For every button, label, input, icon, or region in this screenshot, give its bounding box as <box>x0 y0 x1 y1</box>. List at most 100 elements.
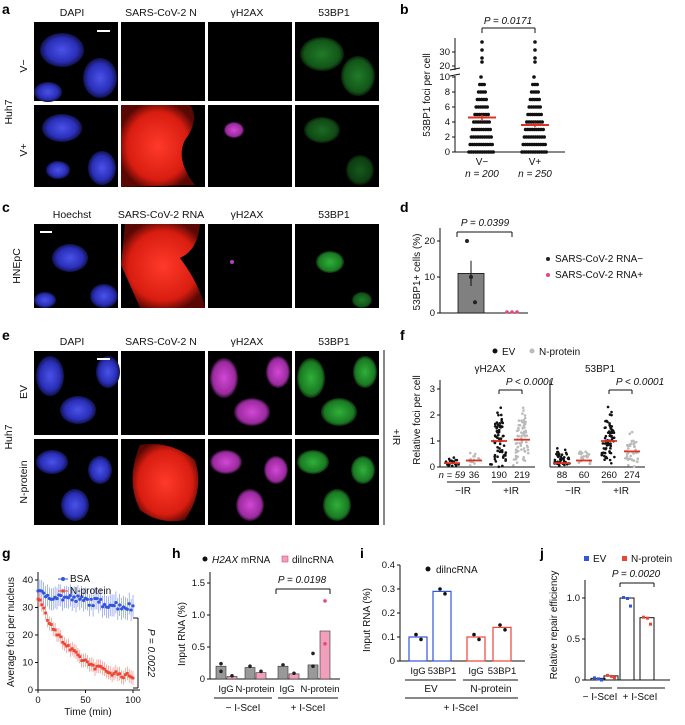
f-dot <box>514 457 518 461</box>
i-point-b-0 <box>419 637 423 642</box>
b-n-vplus: n = 250 <box>518 169 552 180</box>
f-dot <box>526 445 529 449</box>
f-dot <box>586 452 589 455</box>
f-dot <box>558 460 562 463</box>
f-dot <box>630 430 634 434</box>
f-title-h2ax: γH2AX <box>474 364 505 375</box>
g-point-np <box>82 659 85 662</box>
panel-letter-h: h <box>172 545 181 561</box>
g-point-bsa <box>125 607 129 611</box>
g-point-np <box>63 642 66 646</box>
b-dot <box>541 127 545 132</box>
b-dot <box>483 90 488 94</box>
f-left-ticklabel-1: 1 <box>430 436 435 447</box>
f-dot <box>562 457 565 461</box>
f-dot <box>496 445 499 449</box>
b-ticklabel-2: 4 <box>445 117 450 128</box>
c-cell-line: HNEpC <box>11 248 23 284</box>
f-dot <box>580 456 584 460</box>
f-dot <box>600 453 604 457</box>
f-dot <box>601 442 605 445</box>
h-point-0 <box>219 661 223 666</box>
f-dot <box>522 457 525 461</box>
j-legend-np: N-protein <box>631 554 672 565</box>
f-dot <box>609 447 612 450</box>
d-pvalue: P = 0.0399 <box>461 218 510 229</box>
b-dot <box>480 60 484 64</box>
g-point-np <box>72 649 76 652</box>
i-point-b-2 <box>477 637 481 642</box>
f-n-53bp1-0: 88 <box>557 470 568 481</box>
a-header-n: SARS-CoV-2 N <box>125 7 197 19</box>
f-dot <box>515 461 519 464</box>
j-ticklabel-2: 1.0 <box>567 593 580 604</box>
b-dot <box>533 48 537 52</box>
e-cell-line: Huh7 <box>3 424 15 449</box>
b-ticklabel-6: 20 <box>439 61 450 72</box>
f-dot <box>603 451 607 455</box>
f-dot <box>493 441 497 445</box>
i-bar-3 <box>492 626 512 662</box>
h-point-7 <box>311 651 315 656</box>
g-point-bsa <box>99 597 103 601</box>
f-dot <box>604 434 608 438</box>
j-point-b-3 <box>646 616 649 620</box>
b-dot <box>486 112 491 117</box>
g-point-np <box>120 675 123 679</box>
g-point-np <box>84 658 87 662</box>
f-n-h2ax-0: n = 59 <box>439 470 466 481</box>
b-dot <box>544 150 548 154</box>
i-bar-1 <box>432 590 452 662</box>
i-legend: dilncRNA <box>436 565 478 576</box>
i-point-1 <box>438 587 442 591</box>
g-point-np <box>91 663 95 667</box>
g-point-np <box>44 611 47 615</box>
g-point-np <box>67 644 70 647</box>
b-dot <box>480 56 484 60</box>
g-point-bsa <box>118 603 122 607</box>
h-ticklabel-1: 0.5 <box>192 642 205 653</box>
d-ticklabel-2: 20 <box>424 236 435 247</box>
f-dot <box>623 456 627 460</box>
i-bottom: + I-SceI <box>444 703 479 714</box>
g-point-np <box>106 671 110 674</box>
g-point-np <box>42 606 46 610</box>
f-dot <box>473 452 477 456</box>
f-dot <box>523 434 527 438</box>
f-dot <box>557 464 561 467</box>
e-header-dapi: DAPI <box>60 336 85 348</box>
i-bar-2 <box>466 636 486 662</box>
g-point-bsa <box>87 603 91 607</box>
f-dot <box>632 445 636 449</box>
j-point-2 <box>622 596 625 599</box>
i-point-0 <box>414 632 418 637</box>
g-point-bsa <box>82 598 86 603</box>
f-dot <box>496 455 499 459</box>
g-legend-np: N-protein <box>70 586 111 597</box>
j-group-minus: − I-SceI <box>583 692 618 703</box>
a-header-h2ax: γH2AX <box>231 7 264 19</box>
f-dot <box>525 440 528 444</box>
f-dot <box>628 432 632 436</box>
g-point-np <box>124 673 127 677</box>
g-ticklabel-2: 20 <box>22 630 33 641</box>
g-point-np <box>46 619 49 622</box>
f-dot <box>524 420 527 424</box>
f-dot <box>447 464 450 467</box>
g-point-bsa <box>78 597 82 601</box>
b-dot <box>490 142 495 147</box>
i-x-53bp1-2: 53BP1 <box>488 666 517 677</box>
h-point-3 <box>248 664 252 668</box>
f-dot <box>608 422 611 425</box>
j-point-0 <box>593 676 596 680</box>
g-point-bsa <box>127 602 131 606</box>
d-point-neg <box>473 300 477 305</box>
f-dot <box>555 452 558 456</box>
f-legend-ev: EV <box>502 347 516 358</box>
g-ticklabel-4: 40 <box>22 575 33 586</box>
g-point-bsa <box>101 605 105 609</box>
a-cell-line: Huh7 <box>3 99 15 124</box>
f-dot <box>501 421 504 424</box>
b-dot <box>532 75 536 79</box>
